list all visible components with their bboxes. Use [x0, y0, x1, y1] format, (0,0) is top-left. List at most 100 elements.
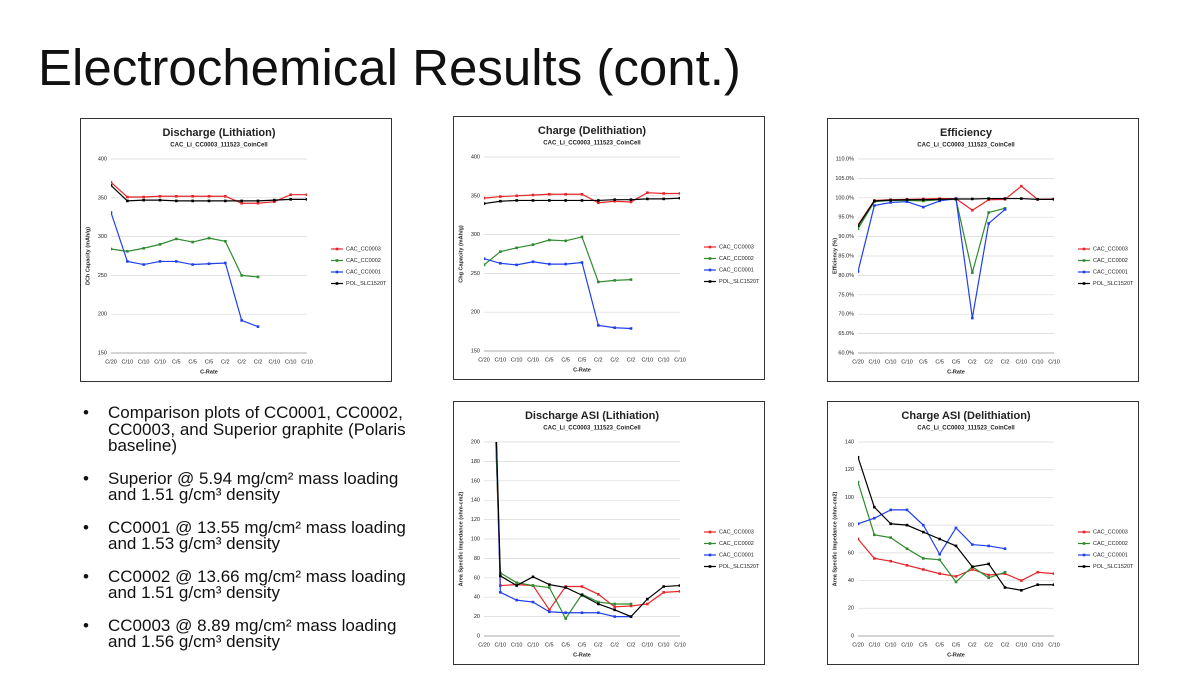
marker [889, 559, 892, 563]
marker [873, 204, 876, 207]
marker [191, 199, 194, 203]
y-tick-label: 400 [98, 156, 107, 162]
x-tick-label: C/2 [1001, 642, 1010, 648]
x-tick-label: C/2 [610, 642, 619, 648]
marker [142, 198, 145, 202]
bullet: Superior @ 5.94 mg/cm² mass loading and … [80, 470, 425, 504]
legend-label: CAC_CC0002 [719, 541, 754, 547]
marker [938, 552, 941, 556]
marker [111, 180, 113, 184]
legend-marker [708, 245, 712, 249]
legend-label: CAC_CC0003 [1093, 529, 1128, 535]
marker [889, 536, 892, 539]
y-tick-label: 120 [471, 517, 480, 523]
series-line [484, 236, 632, 283]
y-tick-label: 300 [98, 234, 107, 240]
marker [613, 602, 616, 606]
marker [207, 262, 211, 266]
marker [158, 243, 162, 246]
x-tick-label: C/10 [674, 357, 686, 363]
x-tick-label: C/10 [901, 642, 913, 648]
x-tick-label: C/5 [545, 642, 554, 648]
x-tick-label: C/2 [968, 642, 977, 648]
marker [646, 597, 649, 601]
chart-subtitle: CAC_Li_CC0003_111523_CoinCell [543, 426, 641, 432]
marker [1003, 547, 1007, 550]
marker [142, 263, 145, 266]
marker [142, 246, 145, 250]
bullet: CC0002 @ 13.66 mg/cm² mass loading and 1… [80, 568, 425, 602]
marker [564, 617, 567, 620]
marker [207, 199, 211, 203]
marker [971, 208, 974, 212]
marker [905, 508, 909, 512]
y-tick-label: 60 [848, 550, 854, 556]
y-tick-label: 350 [98, 195, 107, 201]
marker [858, 480, 860, 484]
marker [858, 537, 860, 541]
legend-marker [335, 247, 339, 251]
x-tick-label: C/10 [1016, 642, 1028, 648]
marker [889, 201, 892, 204]
y-tick-label: 100 [471, 536, 480, 542]
x-tick-label: C/5 [919, 642, 928, 648]
marker [531, 575, 535, 579]
marker [971, 197, 974, 201]
marker [580, 192, 584, 196]
bullet-list: Comparison plots of CC0001, CC0002, CC00… [80, 404, 425, 667]
y-tick-label: 75.0% [838, 292, 854, 298]
bullet: Comparison plots of CC0001, CC0002, CC00… [80, 404, 425, 455]
x-tick-label: C/10 [642, 642, 654, 648]
x-tick-label: C/20 [478, 357, 490, 363]
marker [597, 324, 600, 327]
y-tick-label: 100 [845, 495, 854, 501]
marker [256, 199, 260, 203]
marker [515, 263, 518, 267]
marker [531, 193, 535, 197]
marker [629, 604, 633, 608]
marker [873, 505, 876, 509]
marker [971, 316, 974, 320]
legend-label: POL_SLC1520T [719, 279, 760, 285]
marker [224, 199, 227, 203]
marker [158, 194, 162, 198]
marker [580, 585, 584, 588]
x-tick-label: C/10 [1016, 359, 1028, 365]
legend-label: CAC_CC0003 [346, 246, 381, 252]
y-tick-label: 250 [471, 271, 480, 277]
marker [613, 326, 616, 330]
marker [240, 274, 243, 277]
marker [971, 271, 974, 274]
marker [273, 198, 276, 202]
series [858, 198, 1007, 274]
legend-marker [708, 553, 712, 557]
x-tick-label: C/10 [1032, 642, 1044, 648]
series [858, 508, 1007, 556]
marker [629, 278, 633, 281]
marker [597, 600, 600, 604]
y-tick-label: 200 [471, 310, 480, 316]
x-tick-label: C/10 [1048, 359, 1060, 365]
marker [142, 195, 145, 199]
marker [111, 247, 113, 251]
marker [1052, 583, 1054, 587]
marker [256, 275, 260, 279]
marker [111, 211, 113, 214]
bullet: CC0003 @ 8.89 mg/cm² mass loading and 1.… [80, 617, 425, 651]
legend-label: POL_SLC1520T [1093, 281, 1134, 287]
x-axis-label: C-Rate [947, 652, 965, 658]
marker [905, 200, 909, 203]
marker [126, 195, 129, 199]
marker [613, 605, 616, 609]
chart-subtitle: CAC_Li_CC0003_111523_CoinCell [170, 143, 268, 149]
marker [564, 199, 567, 202]
series [858, 537, 1054, 582]
y-axis-label: Efficiency (%) [832, 238, 838, 274]
marker [515, 598, 518, 602]
x-tick-label: C/10 [527, 642, 539, 648]
x-tick-label: C/5 [205, 359, 214, 365]
marker [580, 199, 584, 202]
marker [564, 262, 567, 266]
marker [240, 319, 243, 322]
x-tick-label: C/2 [984, 359, 993, 365]
